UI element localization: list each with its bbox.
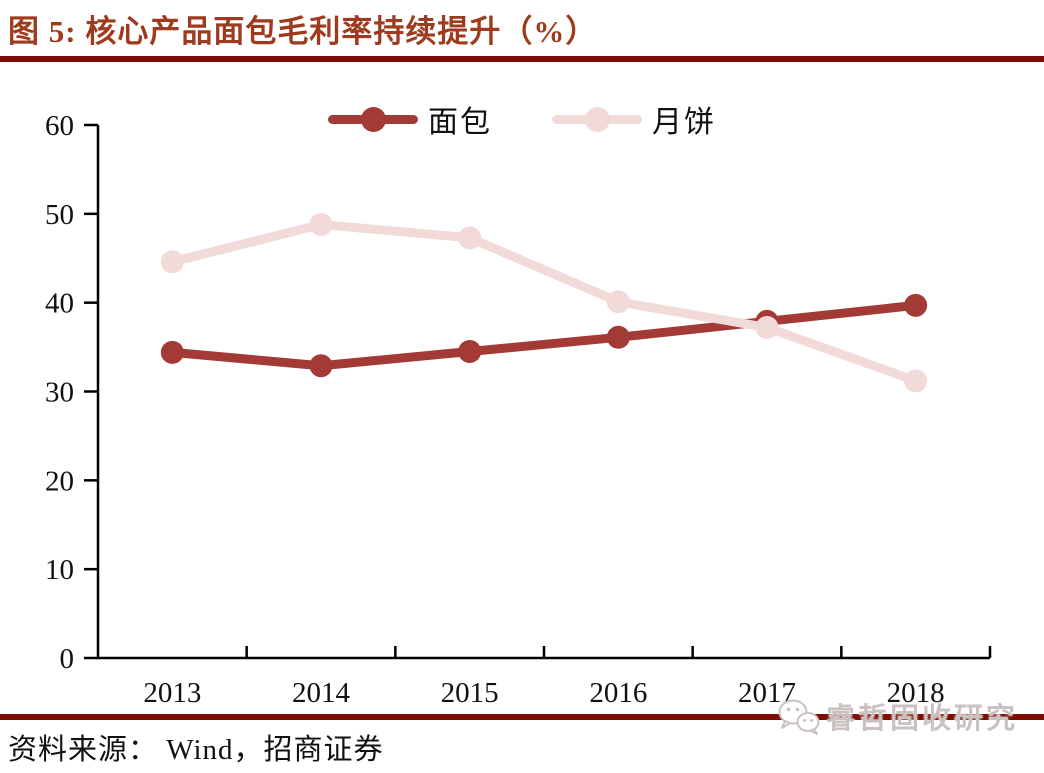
mooncake-point-2015	[458, 226, 482, 250]
y-axis-label: 0	[60, 643, 75, 675]
y-axis-label: 20	[45, 465, 74, 497]
mooncake-line	[167, 219, 921, 386]
source-text: 资料来源： Wind，招商证券	[8, 734, 384, 766]
mooncake-point-2018	[904, 369, 928, 393]
y-axis-label: 30	[45, 377, 74, 409]
bread-legend-swatch	[328, 106, 418, 132]
watermark: 睿哲固收研究	[776, 695, 1018, 737]
axis-lines	[96, 125, 990, 660]
mooncake-point-2016	[606, 290, 630, 314]
chart-area: 0 10 20 30 40 50 60 2013 2014 2015 2016 2017 2018	[0, 85, 1044, 715]
figure-header: 图 5: 核心产品面包毛利率持续提升（%）	[0, 0, 1044, 56]
bread-legend-dot	[360, 106, 386, 132]
bread-point-2014	[309, 354, 333, 378]
figure-title: 图 5: 核心产品面包毛利率持续提升（%）	[8, 14, 598, 49]
y-axis-label: 10	[45, 554, 74, 586]
mooncake-legend-label: 月饼	[652, 106, 716, 139]
bread-point-2015	[458, 340, 482, 364]
bread-legend-label: 面包	[428, 106, 492, 139]
bread-point-2016	[606, 325, 630, 349]
wechat-icon	[778, 699, 820, 735]
bread-point-2018	[904, 293, 928, 317]
y-axis-label: 40	[45, 288, 74, 320]
footer-divider	[0, 714, 1044, 720]
x-axis-label: 2014	[292, 677, 351, 709]
mooncake-legend-dot	[584, 106, 610, 132]
legend-item-bread: 面包	[328, 97, 492, 141]
x-axis-label: 2018	[887, 677, 945, 709]
y-axis-label: 60	[45, 110, 74, 142]
y-axis-label: 50	[45, 199, 74, 231]
mooncake-legend-swatch	[552, 106, 642, 132]
bread-line	[167, 300, 921, 371]
chart-legend: 面包 月饼	[0, 97, 1044, 141]
mooncake-point-2014	[309, 212, 333, 236]
mooncake-point-2013	[160, 250, 184, 274]
watermark-text: 睿哲固收研究	[825, 703, 1018, 735]
bread-point-2013	[160, 340, 184, 364]
x-axis-label: 2015	[441, 677, 499, 709]
header-divider	[0, 56, 1044, 62]
x-axis-label: 2016	[589, 677, 647, 709]
legend-item-mooncake: 月饼	[552, 97, 716, 141]
mooncake-point-2017	[755, 316, 779, 340]
x-axis-label: 2013	[143, 677, 201, 709]
